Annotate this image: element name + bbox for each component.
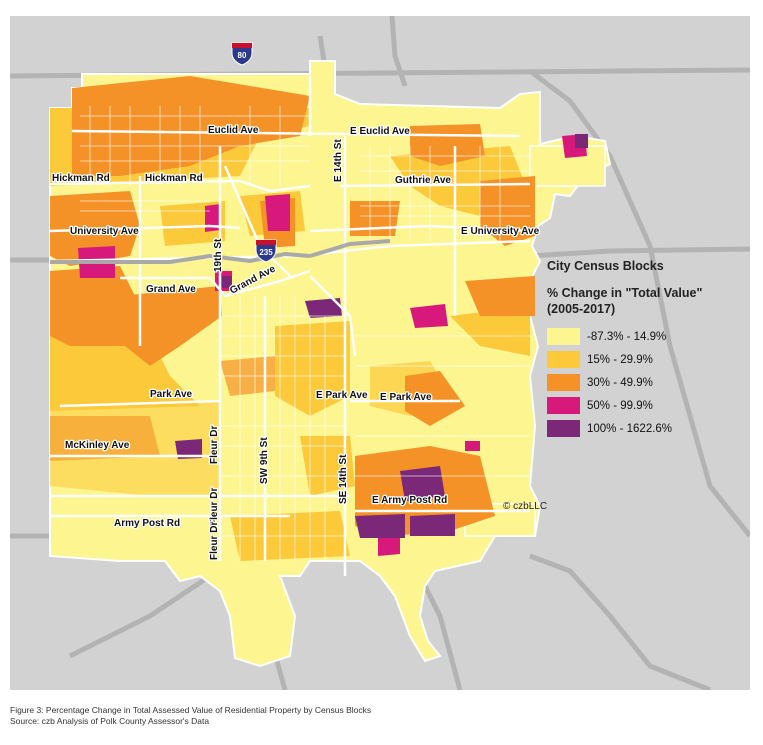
legend-swatch <box>547 328 580 345</box>
caption-line-2: Source: czb Analysis of Polk County Asse… <box>10 716 210 726</box>
road-label-se-14th: SE 14th St <box>338 454 349 504</box>
legend-label: 50% - 99.9% <box>587 399 653 412</box>
road-label-e-euclid: E Euclid Ave <box>350 126 410 137</box>
road-label-fleur-2: Fleur Dr <box>209 488 220 526</box>
i80-shield-icon: 80 <box>231 42 253 66</box>
road-label-euclid: Euclid Ave <box>208 125 259 136</box>
figure-caption: Figure 3: Percentage Change in Total Ass… <box>10 705 371 727</box>
legend-item: 30% - 49.9% <box>547 373 747 392</box>
legend-swatch <box>547 374 580 391</box>
legend-subtitle-line2: (2005-2017) <box>547 302 616 316</box>
legend-item: 100% - 1622.6% <box>547 419 747 438</box>
legend-label: -87.3% - 14.9% <box>587 330 667 343</box>
road-label-fleur-3: Fleur Dr <box>209 522 220 560</box>
i80-shield-label: 80 <box>238 51 247 60</box>
interstate-lines <box>50 239 391 264</box>
road-label-hickman-2: Hickman Rd <box>145 173 203 184</box>
copyright-credit: © czbLLC <box>503 501 548 512</box>
map-panel[interactable]: 80 235 Euclid Ave E Euclid Ave Hickman R… <box>10 16 750 690</box>
road-label-sw-9th: SW 9th St <box>259 437 270 484</box>
i235-shield-label: 235 <box>259 248 273 257</box>
legend-label: 15% - 29.9% <box>587 353 653 366</box>
legend-label: 100% - 1622.6% <box>587 422 673 435</box>
road-label-park: Park Ave <box>150 389 193 400</box>
road-labels: Euclid Ave E Euclid Ave Hickman Rd Hickm… <box>51 124 541 562</box>
change-100-plus-patches <box>175 134 588 538</box>
legend-item: 15% - 29.9% <box>547 350 747 369</box>
caption-line-1: Figure 3: Percentage Change in Total Ass… <box>10 705 372 715</box>
road-label-e-14th: E 14th St <box>333 139 344 182</box>
legend-title: City Census Blocks <box>547 259 664 273</box>
road-label-19th: 19th St <box>213 238 224 272</box>
road-label-army-post: Army Post Rd <box>114 518 180 529</box>
road-label-university: University Ave <box>70 226 139 237</box>
street-grid <box>80 106 530 561</box>
legend-swatch <box>547 420 580 437</box>
road-label-e-university: E University Ave <box>461 226 540 237</box>
road-label-e-army-post: E Army Post Rd <box>372 495 447 506</box>
map-legend: City Census Blocks % Change in "Total Va… <box>547 259 747 442</box>
legend-swatch <box>547 351 580 368</box>
road-label-guthrie: Guthrie Ave <box>395 175 451 186</box>
road-label-e-park-2: E Park Ave <box>380 392 432 403</box>
legend-subtitle-line1: % Change in "Total Value" <box>547 286 703 300</box>
i235-shield-icon: 235 <box>255 239 277 263</box>
legend-item: 50% - 99.9% <box>547 396 747 415</box>
legend-subtitle: % Change in "Total Value" (2005-2017) <box>547 285 747 317</box>
legend-swatch <box>547 397 580 414</box>
legend-item: -87.3% - 14.9% <box>547 327 747 346</box>
legend-label: 30% - 49.9% <box>587 376 653 389</box>
road-label-hickman-1: Hickman Rd <box>52 173 110 184</box>
road-label-grand-1: Grand Ave <box>146 284 196 295</box>
city-roads <box>49 76 531 576</box>
road-label-mckinley: McKinley Ave <box>65 440 130 451</box>
census-block-map[interactable]: 80 235 Euclid Ave E Euclid Ave Hickman R… <box>10 16 750 690</box>
road-label-fleur-1: Fleur Dr <box>209 426 220 464</box>
road-label-e-park-1: E Park Ave <box>316 390 368 401</box>
